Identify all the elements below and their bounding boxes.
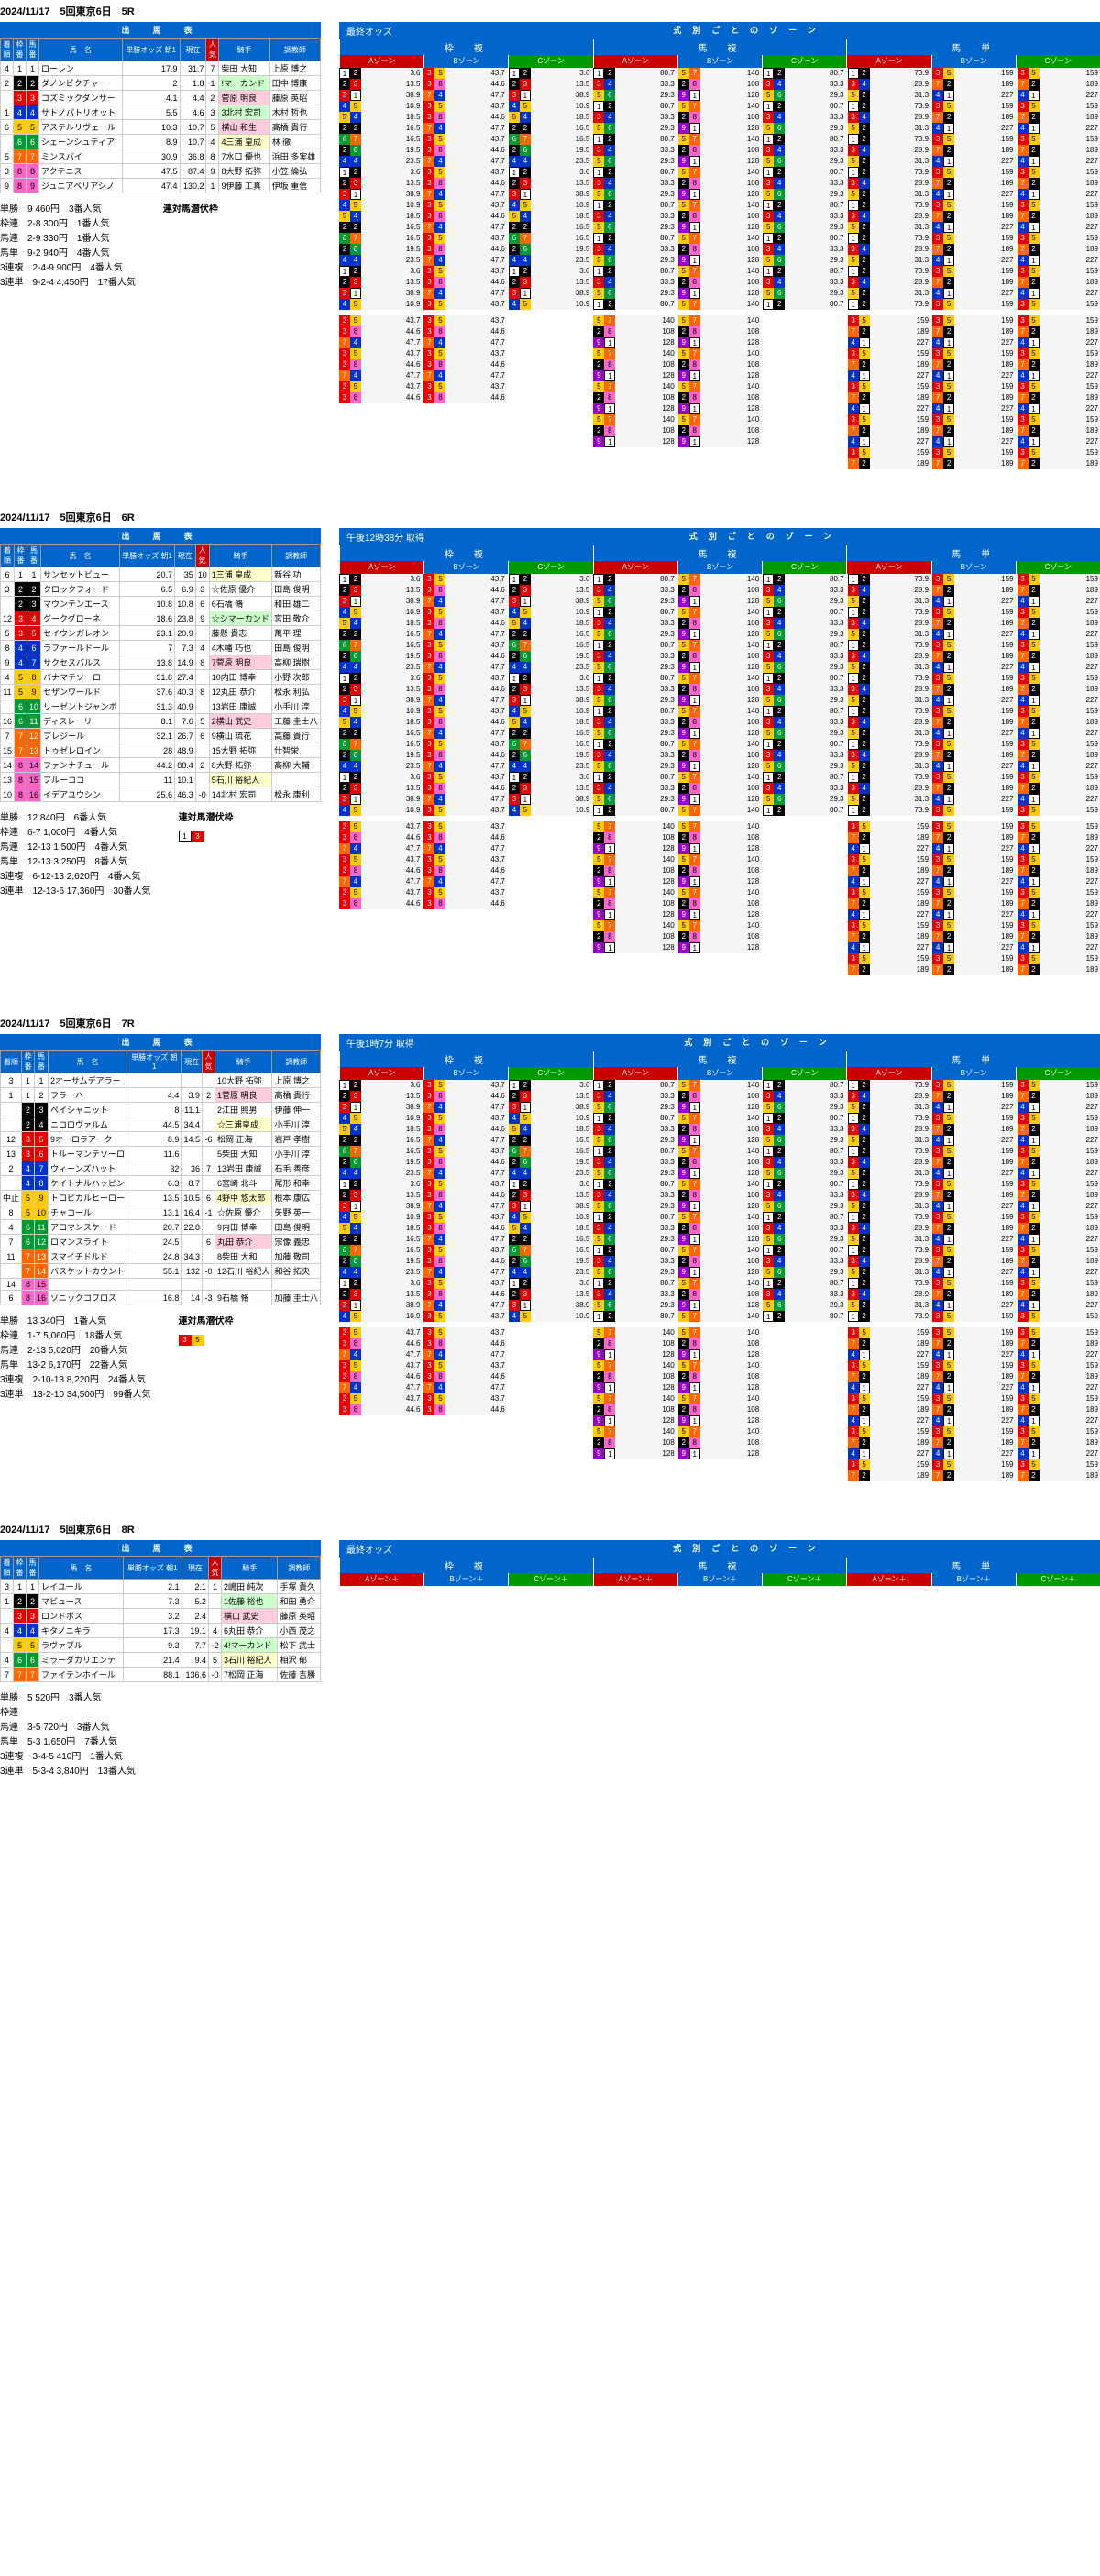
zone-cat-label: 枠 複 <box>339 545 593 561</box>
race-block: 2024/11/17 5回東京6日 7R 出 馬 表 着順枠番馬番馬 名単勝オッ… <box>0 1012 1100 1481</box>
zone-title: 式別ごとのゾーン <box>400 22 1100 39</box>
shutuba-title: 出 馬 表 <box>0 528 321 544</box>
zone-sub-label: Bゾーン <box>931 1067 1016 1080</box>
zone-sub-label: Bゾーン <box>931 561 1016 574</box>
zone-panel: 午後12時38分 取得 式別ごとのゾーン 枠 複馬 複馬 単 AゾーンBゾーンC… <box>339 528 1100 975</box>
summary-line: 馬単 9-2 940円 4番人気 <box>0 247 136 261</box>
shutuba-table: 着順枠番馬番馬 名単勝オッズ 朝1現在人気騎手調教師 6 1 1 サンセットビュ… <box>0 544 321 802</box>
zone-sub-label: Aゾーン <box>846 55 930 68</box>
zone-sub-label: Bゾーン <box>677 561 762 574</box>
zone-sub-label: Cゾーン <box>1016 1067 1100 1080</box>
zone-sub-label: Cゾーン <box>762 1067 846 1080</box>
race-header: 2024/11/17 5回東京6日 5R <box>0 0 1100 22</box>
zone-sub-label: Aゾーン <box>846 1067 930 1080</box>
odds-time-label: 午後12時38分 取得 <box>339 528 432 545</box>
zone-sub-label: Aゾーン <box>339 55 424 68</box>
shutuba-table: 着順枠番馬番馬 名単勝オッズ 朝1現在人気騎手調教師 3 1 1 レイユール 2… <box>0 1556 321 1682</box>
summary-line: 単勝 9 460円 3番人気 <box>0 203 136 217</box>
zone-sub-label: Cゾーン <box>762 561 846 574</box>
zone-panel: 午後1時7分 取得 式別ごとのゾーン 枠 複馬 複馬 単 AゾーンBゾーンCゾー… <box>339 1034 1100 1481</box>
summary-line: 枠連 1-7 5,060円 18番人気 <box>0 1329 151 1344</box>
summary-line: 3連単 9-2-4 4,450円 17番人気 <box>0 276 136 291</box>
summary-line: 枠連 6-7 1,000円 4番人気 <box>0 826 151 841</box>
zone-sub-label: Bゾーン <box>931 55 1016 68</box>
zone-sub-label: Aゾーン <box>593 55 677 68</box>
zone-title: 式別ごとのゾーン <box>422 1034 1100 1051</box>
zone-sub-label: Aゾーン <box>846 561 930 574</box>
odds-time-label: 午後1時7分 取得 <box>339 1034 422 1051</box>
shutuba-title: 出 馬 表 <box>0 1540 321 1556</box>
summary-line: 単勝 13 340円 1番人気 <box>0 1315 151 1329</box>
race-header: 2024/11/17 5回東京6日 7R <box>0 1012 1100 1034</box>
shutuba-table: 着順枠番馬番馬 名単勝オッズ 朝1現在人気騎手調教師 3 1 1 2オーサムデア… <box>0 1050 321 1305</box>
summary-line: 3連複 2-10-13 8,220円 24番人気 <box>0 1373 151 1388</box>
zone-sub-label: Cゾーン <box>1016 561 1100 574</box>
summary-line: 枠連 <box>0 1706 136 1721</box>
zone-sub-label: Aゾーン <box>593 561 677 574</box>
zone-sub-label: Cゾーン <box>508 55 592 68</box>
odds-time-label: 最終オッズ <box>339 22 400 39</box>
legend-title: 連対馬潜伏枠 <box>179 1315 234 1329</box>
summary-line: 3連複 2-4-9 900円 4番人気 <box>0 261 136 276</box>
summary-line: 3連単 13-2-10 34,500円 99番人気 <box>0 1388 151 1403</box>
zone-sub-label: Aゾーン <box>593 1067 677 1080</box>
zone-sub-label: Cゾーン <box>1016 55 1100 68</box>
race-header: 2024/11/17 5回東京6日 6R <box>0 506 1100 528</box>
legend-title: 連対馬潜伏枠 <box>179 811 234 826</box>
zone-sub-label: Cゾーン <box>508 1067 592 1080</box>
zone-title: 式別ごとのゾーン <box>432 528 1100 545</box>
shutuba-table: 着順枠番馬番馬 名単勝オッズ 朝1現在人気騎手調教師 4 1 1 ローレン 17… <box>0 38 321 193</box>
zone-cat-label: 枠 複 <box>339 39 593 55</box>
summary-line: 単勝 5 520円 3番人気 <box>0 1691 136 1706</box>
summary-line: 3連複 6-12-13 2,620円 4番人気 <box>0 870 151 885</box>
summary-line: 枠連 2-8 300円 1番人気 <box>0 217 136 232</box>
summary-line: 3連複 3-4-5 410円 1番人気 <box>0 1750 136 1765</box>
zone-sub-label: Bゾーン <box>424 1067 508 1080</box>
summary-line: 単勝 12 840円 6番人気 <box>0 811 151 826</box>
zone-cat-label: 馬 複 <box>593 1051 847 1067</box>
summary-line: 馬連 2-13 5,020円 20番人気 <box>0 1344 151 1359</box>
zone-sub-label: Cゾーン <box>762 55 846 68</box>
race-header: 2024/11/17 5回東京6日 8R <box>0 1518 1100 1540</box>
zone-sub-label: Bゾーン <box>424 561 508 574</box>
summary-line: 馬単 5-3 1,650円 7番人気 <box>0 1735 136 1750</box>
summary-line: 馬単 12-13 3,250円 8番人気 <box>0 855 151 870</box>
race-block: 2024/11/17 5回東京6日 8R 出 馬 表 着順枠番馬番馬 名単勝オッ… <box>0 1518 1100 1779</box>
legend-title: 連対馬潜伏枠 <box>163 203 218 217</box>
shutuba-title: 出 馬 表 <box>0 1034 321 1050</box>
shutuba-title: 出 馬 表 <box>0 22 321 38</box>
zone-sub-label: Bゾーン <box>677 55 762 68</box>
zone-cat-label: 馬 単 <box>846 1051 1100 1067</box>
summary-line: 馬連 12-13 1,500円 4番人気 <box>0 841 151 855</box>
race-block: 2024/11/17 5回東京6日 6R 出 馬 表 着順枠番馬番馬 名単勝オッ… <box>0 506 1100 975</box>
zone-cat-label: 馬 複 <box>593 39 847 55</box>
zone-sub-label: Cゾーン <box>508 561 592 574</box>
summary-line: 馬連 3-5 720円 3番人気 <box>0 1721 136 1735</box>
zone-sub-label: Aゾーン <box>339 561 424 574</box>
zone-panel: 最終オッズ 式別ごとのゾーン 枠 複馬 複馬 単 AゾーンBゾーンCゾーンAゾー… <box>339 22 1100 469</box>
summary-line: 馬単 13-2 6,170円 22番人気 <box>0 1359 151 1373</box>
zone-sub-label: Bゾーン <box>677 1067 762 1080</box>
zone-cat-label: 馬 単 <box>846 545 1100 561</box>
zone-sub-label: Aゾーン <box>339 1067 424 1080</box>
zone-cat-label: 馬 単 <box>846 39 1100 55</box>
zone-panel: 最終オッズ 式別ごとのゾーン 枠 複馬 複馬 単 Aゾーン＋Bゾーン＋Cゾーン＋… <box>339 1540 1100 1586</box>
zone-sub-label: Bゾーン <box>424 55 508 68</box>
summary-line: 3連単 12-13-6 17,360円 30番人気 <box>0 885 151 899</box>
zone-cat-label: 馬 複 <box>593 545 847 561</box>
race-block: 2024/11/17 5回東京6日 5R 出 馬 表 着順枠番馬番馬 名単勝オッ… <box>0 0 1100 469</box>
zone-cat-label: 枠 複 <box>339 1051 593 1067</box>
summary-line: 馬連 2-9 330円 1番人気 <box>0 232 136 247</box>
summary-line: 3連単 5-3-4 3,840円 13番人気 <box>0 1765 136 1779</box>
